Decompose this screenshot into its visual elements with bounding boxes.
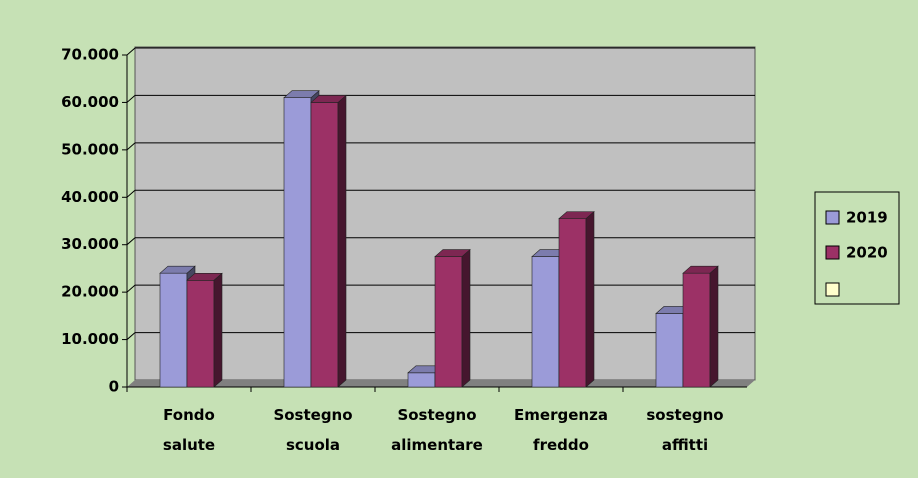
grid-line-side bbox=[126, 237, 136, 246]
y-tick-label: 70.000 bbox=[61, 46, 119, 64]
bar-face bbox=[159, 265, 196, 274]
x-tick-label: Sostegno scuola bbox=[273, 406, 352, 454]
x-tick-label: Fondo salute bbox=[163, 406, 215, 454]
bar-face bbox=[682, 272, 711, 388]
bar-face bbox=[186, 272, 223, 281]
bar-face bbox=[655, 313, 684, 388]
grid-line-side bbox=[126, 284, 136, 293]
bar-face bbox=[310, 102, 339, 388]
bar-face bbox=[434, 256, 463, 388]
legend-swatch bbox=[825, 210, 840, 225]
bar-face bbox=[310, 95, 347, 103]
bar-face bbox=[585, 210, 595, 388]
legend-swatch-empty bbox=[825, 282, 840, 297]
y-tick-label: 20.000 bbox=[61, 283, 119, 301]
bar bbox=[186, 272, 223, 388]
x-tick-label: Emergenza freddo bbox=[514, 406, 608, 454]
bar-face bbox=[213, 272, 223, 388]
bar-face bbox=[186, 279, 215, 388]
x-tick-label: sostegno affitti bbox=[646, 406, 723, 454]
bar bbox=[558, 210, 595, 388]
bar-face bbox=[434, 249, 471, 257]
bar bbox=[434, 248, 471, 388]
y-tick-label: 60.000 bbox=[61, 93, 119, 111]
legend-label: 2019 bbox=[846, 209, 888, 227]
y-tick-label: 10.000 bbox=[61, 330, 119, 348]
y-tick-label: 40.000 bbox=[61, 188, 119, 206]
bar bbox=[310, 94, 347, 388]
bar bbox=[682, 265, 719, 388]
y-tick-label: 30.000 bbox=[61, 235, 119, 253]
bar-face bbox=[558, 211, 595, 219]
bar-face bbox=[461, 248, 471, 388]
bar-face bbox=[337, 94, 347, 388]
legend-swatch bbox=[825, 245, 840, 260]
grid-line-side bbox=[126, 189, 136, 198]
bar-face bbox=[709, 265, 719, 388]
grid-line-side bbox=[126, 142, 136, 151]
y-tick-label: 50.000 bbox=[61, 140, 119, 158]
grid-line-side bbox=[126, 95, 136, 103]
bar-face bbox=[159, 272, 188, 388]
legend-label: 2020 bbox=[846, 244, 888, 262]
bar-face bbox=[682, 265, 719, 274]
bar-face bbox=[283, 90, 320, 98]
bar-face bbox=[407, 372, 436, 388]
x-tick-label: Sostegno alimentare bbox=[391, 406, 483, 454]
bar-face bbox=[558, 218, 587, 388]
bar-face bbox=[283, 97, 312, 388]
y-tick-label: 0 bbox=[109, 378, 119, 396]
grid-line-side bbox=[126, 332, 136, 340]
grid-line-side bbox=[126, 47, 136, 56]
bar-face bbox=[531, 256, 560, 388]
